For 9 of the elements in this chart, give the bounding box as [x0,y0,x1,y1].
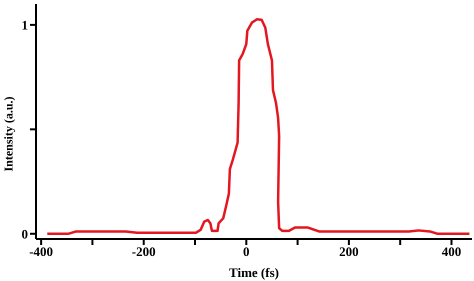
x-tick-label: -200 [132,244,156,260]
x-tick-label: 200 [339,244,359,260]
x-tick-label: -400 [29,244,54,260]
x-tick-label: 0 [243,244,250,260]
y-tick-label: 1 [22,18,28,33]
x-axis-title: Time (fs) [229,265,279,280]
y-axis-title: Intensity (a.u.) [1,96,16,172]
x-tick-label: 400 [442,244,462,260]
line-series [46,18,471,236]
